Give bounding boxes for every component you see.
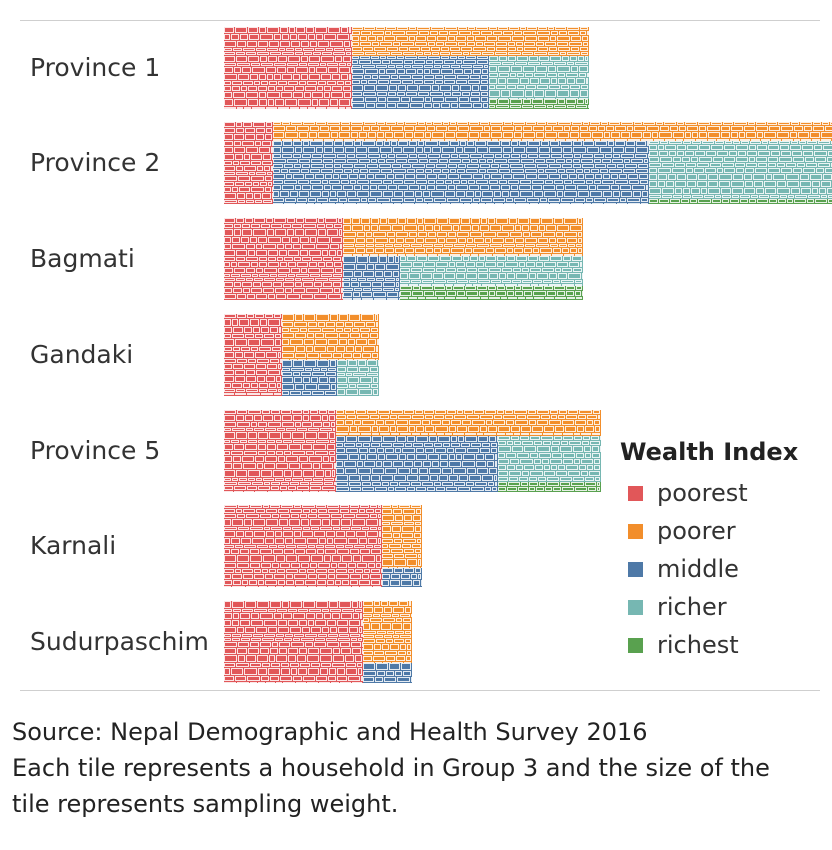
row-label: Gandaki xyxy=(30,340,134,369)
segment-poorest-1 xyxy=(224,122,273,204)
row-label: Province 1 xyxy=(30,53,161,82)
legend-swatch xyxy=(628,637,643,653)
legend-item-richer: richer xyxy=(620,588,798,626)
row-label: Karnali xyxy=(30,531,117,560)
segment-poorest-3 xyxy=(224,314,282,396)
row-label: Sudurpaschim xyxy=(30,627,209,656)
segment-middle-1 xyxy=(273,141,649,204)
segment-richest-2 xyxy=(400,286,583,300)
segment-middle-2 xyxy=(343,256,400,300)
segment-poorer-1 xyxy=(273,122,832,141)
source-line-2: Each tile represents a household in Grou… xyxy=(12,754,770,782)
legend-swatch xyxy=(628,523,643,539)
segment-richer-3 xyxy=(337,360,379,396)
segment-middle-3 xyxy=(282,360,337,396)
segment-poorest-2 xyxy=(224,218,343,300)
segment-richest-4 xyxy=(498,482,601,492)
source-note: Source: Nepal Demographic and Health Sur… xyxy=(12,714,827,822)
row-label: Bagmati xyxy=(30,244,135,273)
legend-label: poorest xyxy=(657,479,748,507)
segment-middle-5 xyxy=(382,568,422,587)
segment-richest-0 xyxy=(489,99,589,109)
segment-poorer-2 xyxy=(343,218,583,256)
segment-poorest-5 xyxy=(224,505,382,587)
legend-swatch xyxy=(628,599,643,615)
row-label: Province 5 xyxy=(30,436,161,465)
segment-poorest-4 xyxy=(224,410,336,492)
segment-poorest-0 xyxy=(224,27,352,109)
segment-poorest-6 xyxy=(224,601,363,683)
legend-item-middle: middle xyxy=(620,550,798,588)
legend-label: richer xyxy=(657,593,727,621)
segment-richest-1 xyxy=(649,199,832,204)
segment-richer-1 xyxy=(649,141,832,199)
segment-middle-4 xyxy=(336,436,498,492)
segment-poorer-5 xyxy=(382,505,422,568)
row-label: Province 2 xyxy=(30,148,161,177)
legend-swatch xyxy=(628,561,643,577)
legend-label: richest xyxy=(657,631,739,659)
legend-swatch xyxy=(628,485,643,501)
segment-poorer-4 xyxy=(336,410,601,436)
segment-poorer-6 xyxy=(363,601,412,663)
source-line-3: tile represents sampling weight. xyxy=(12,790,399,818)
segment-poorer-3 xyxy=(282,314,379,360)
segment-richer-4 xyxy=(498,436,601,482)
legend-label: poorer xyxy=(657,517,736,545)
legend-item-richest: richest xyxy=(620,626,798,664)
segment-middle-0 xyxy=(352,56,489,109)
source-line-1: Source: Nepal Demographic and Health Sur… xyxy=(12,718,648,746)
legend-title: Wealth Index xyxy=(620,438,799,466)
legend-item-poorer: poorer xyxy=(620,512,798,550)
top-divider xyxy=(20,20,820,21)
segment-richer-0 xyxy=(489,56,589,99)
bottom-divider xyxy=(20,690,820,691)
segment-middle-6 xyxy=(363,663,412,683)
treemap-chart: Province 1 Province 2 Bagmati Gandaki Provin… xyxy=(30,27,832,683)
segment-poorer-0 xyxy=(352,27,589,56)
legend-item-poorest: poorest xyxy=(620,474,798,512)
legend: Wealth Index poorest poorer middle richer ri… xyxy=(620,438,798,664)
segment-richer-2 xyxy=(400,256,583,286)
legend-label: middle xyxy=(657,555,739,583)
